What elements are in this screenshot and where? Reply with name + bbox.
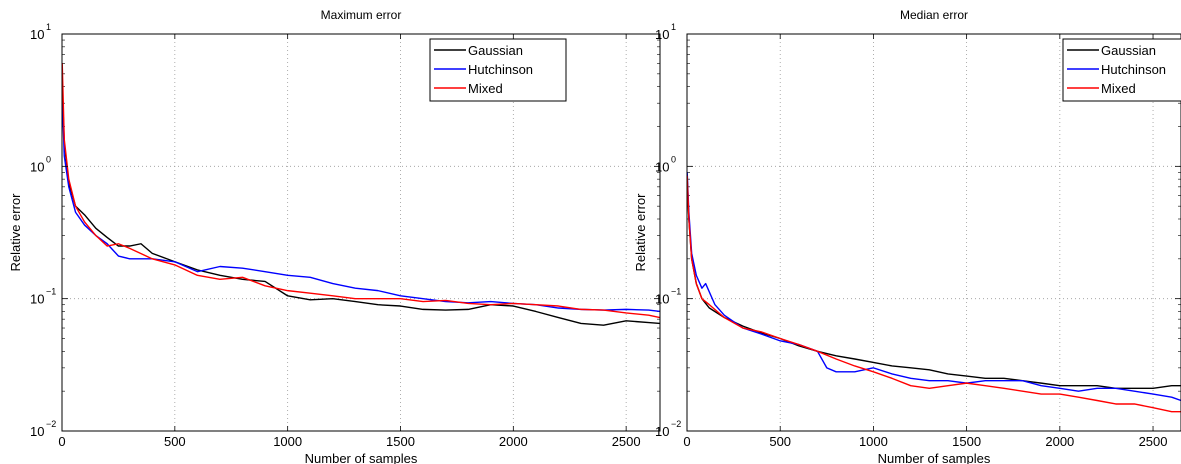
y-tick-exponent: 1 (46, 22, 51, 32)
y-tick-label: 10 1 (655, 22, 676, 42)
axes-box (686, 33, 1181, 432)
x-axis-label: Number of samples (878, 451, 991, 464)
y-tick-exponent: 1 (671, 22, 676, 32)
legend-label-hutchinson: Hutchinson (468, 62, 533, 77)
y-tick-exponent: 0 (671, 154, 676, 164)
y-tick-label: 10 −2 (655, 419, 681, 439)
y-tick-exponent: 0 (46, 154, 51, 164)
y-tick-label: 10 −1 (655, 287, 681, 307)
y-tick-base: 10 (655, 159, 669, 174)
y-tick-label: 10 0 (655, 154, 676, 174)
chart-title: Maximum error (321, 8, 402, 22)
x-tick-label: 0 (683, 434, 690, 449)
x-tick-label: 2500 (612, 434, 641, 449)
x-axis-label: Number of samples (305, 451, 418, 464)
legend-label-gaussian: Gaussian (468, 43, 523, 58)
x-tick-label: 500 (164, 434, 186, 449)
y-tick-exponent: −1 (46, 287, 56, 297)
y-tick-exponent: −2 (46, 419, 56, 429)
y-tick-exponent: −2 (671, 419, 681, 429)
x-tick-label: 1500 (952, 434, 981, 449)
x-tick-label: 2500 (1139, 434, 1168, 449)
legend: Gaussian Hutchinson Mixed (1062, 38, 1181, 102)
series-line-hutchinson (687, 172, 1181, 402)
y-tick-label: 10 0 (30, 154, 51, 174)
y-tick-base: 10 (30, 424, 44, 439)
axes-box (61, 33, 661, 432)
x-tick-label: 1000 (859, 434, 888, 449)
chart-title: Median error (900, 8, 968, 22)
x-tick-label: 0 (58, 434, 65, 449)
y-tick-label: 10 −1 (30, 287, 56, 307)
legend-label-mixed: Mixed (468, 81, 503, 96)
y-tick-base: 10 (30, 292, 44, 307)
y-axis-label: Relative error (8, 193, 23, 272)
x-tick-label: 2000 (1045, 434, 1074, 449)
series-line-gaussian (62, 86, 660, 326)
series-line-mixed (62, 63, 660, 319)
x-tick-label: 1000 (273, 434, 302, 449)
y-tick-base: 10 (30, 27, 44, 42)
x-tick-label: 2000 (499, 434, 528, 449)
legend-label-hutchinson: Hutchinson (1101, 62, 1166, 77)
y-tick-label: 10 1 (30, 22, 51, 42)
series-line-gaussian (687, 179, 1181, 390)
y-tick-exponent: −1 (671, 287, 681, 297)
series-line-mixed (687, 175, 1181, 413)
legend: Gaussian Hutchinson Mixed (429, 38, 567, 102)
x-tick-label: 1500 (386, 434, 415, 449)
y-tick-label: 10 −2 (30, 419, 56, 439)
y-tick-base: 10 (655, 292, 669, 307)
y-tick-base: 10 (655, 424, 669, 439)
y-axis-label: Relative error (633, 193, 648, 272)
plot-area (62, 34, 660, 431)
x-tick-label: 500 (769, 434, 791, 449)
y-tick-base: 10 (30, 159, 44, 174)
y-tick-base: 10 (655, 27, 669, 42)
legend-label-mixed: Mixed (1101, 81, 1136, 96)
legend-label-gaussian: Gaussian (1101, 43, 1156, 58)
